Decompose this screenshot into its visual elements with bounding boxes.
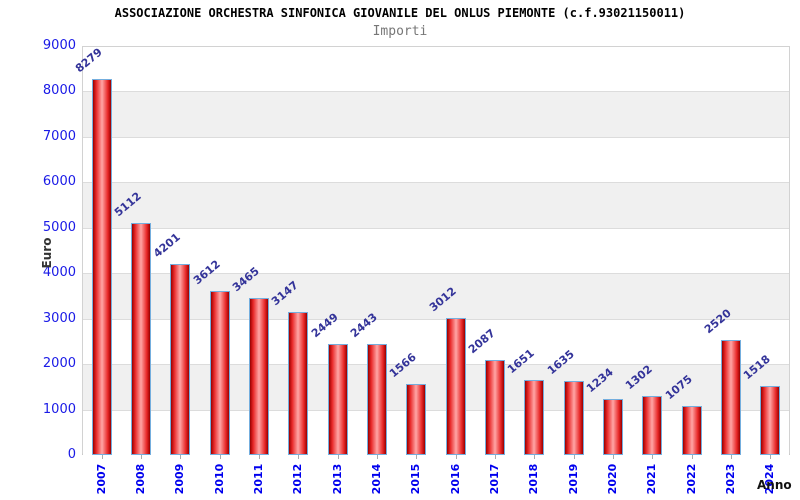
- y-tick-label: 6000: [42, 174, 76, 190]
- x-tick-mark: [219, 455, 221, 459]
- y-axis-title: Euro: [40, 237, 54, 269]
- bar: [170, 264, 191, 455]
- y-tick-label: 3000: [42, 310, 76, 326]
- x-tick-label: 2018: [527, 463, 541, 495]
- bar: [327, 343, 348, 455]
- bar: [209, 290, 230, 455]
- plot-band: [83, 319, 789, 366]
- bar: [642, 395, 663, 455]
- bar: [563, 380, 584, 455]
- x-tick-mark: [377, 455, 378, 459]
- bar: [485, 360, 505, 455]
- plot-area: [82, 46, 790, 456]
- gridline: [83, 182, 789, 184]
- x-tick-mark: [298, 455, 300, 459]
- x-tick-mark: [416, 455, 418, 459]
- x-tick-mark: [573, 455, 575, 459]
- x-tick-mark: [455, 455, 457, 459]
- y-tick-label: 1000: [42, 401, 76, 417]
- x-tick-label: 2007: [94, 463, 108, 495]
- x-tick-mark: [337, 455, 339, 459]
- x-tick-label: 2023: [724, 463, 737, 495]
- x-tick-mark: [180, 455, 182, 459]
- x-tick-label: 2016: [448, 463, 462, 495]
- x-tick-mark: [731, 455, 732, 459]
- bar: [367, 343, 387, 455]
- plot-band: [83, 137, 789, 184]
- x-tick-label: 2011: [252, 463, 265, 495]
- x-tick-mark: [652, 455, 654, 459]
- plot-band: [83, 183, 789, 229]
- y-tick-label: 8000: [42, 83, 76, 99]
- bar: [445, 318, 466, 455]
- y-tick-label: 0: [67, 447, 76, 462]
- plot-band: [83, 410, 789, 456]
- gridline: [83, 136, 789, 138]
- y-tick-label: 2000: [42, 356, 76, 372]
- x-tick-label: 2019: [566, 463, 580, 495]
- x-tick-label: 2021: [645, 463, 659, 495]
- y-tick-label: 9000: [42, 38, 76, 53]
- x-tick-mark: [534, 455, 536, 459]
- x-tick-label: 2015: [409, 463, 423, 495]
- bar: [760, 386, 781, 455]
- gridline: [83, 91, 789, 93]
- gridline: [83, 227, 789, 229]
- plot-band: [83, 365, 789, 411]
- y-tick-label: 5000: [42, 219, 76, 235]
- bar: [406, 383, 427, 455]
- plot-band: [83, 228, 789, 275]
- bar: [524, 379, 545, 455]
- gridline: [83, 318, 789, 320]
- plot-band: [83, 92, 789, 138]
- plot-band: [83, 274, 789, 320]
- bar: [681, 406, 702, 455]
- bar: [131, 222, 151, 455]
- x-axis-title: Anno: [757, 478, 792, 492]
- x-tick-mark: [141, 455, 142, 459]
- y-tick-label: 4000: [42, 265, 76, 281]
- bar: [721, 340, 741, 455]
- bar: [91, 78, 112, 455]
- x-tick-mark: [613, 455, 614, 459]
- x-tick-label: 2010: [212, 463, 226, 495]
- chart-title: ASSOCIAZIONE ORCHESTRA SINFONICA GIOVANI…: [114, 6, 686, 20]
- x-tick-label: 2009: [173, 463, 187, 495]
- bar: [288, 311, 309, 455]
- x-tick-label: 2017: [488, 463, 501, 495]
- y-tick-label: 7000: [42, 128, 76, 144]
- x-tick-mark: [691, 455, 693, 459]
- x-tick-label: 2012: [291, 463, 305, 495]
- x-tick-label: 2022: [684, 463, 698, 495]
- x-tick-mark: [101, 455, 103, 459]
- x-tick-label: 2013: [330, 463, 344, 495]
- x-tick-mark: [495, 455, 496, 459]
- gridline: [83, 364, 789, 366]
- x-tick-label: 2014: [370, 463, 383, 495]
- x-tick-mark: [770, 455, 772, 459]
- x-tick-label: 2020: [606, 463, 619, 495]
- x-tick-label: 2008: [134, 463, 147, 495]
- bar: [603, 398, 623, 455]
- x-tick-mark: [259, 455, 260, 459]
- gridline: [83, 273, 789, 275]
- bar: [249, 297, 269, 455]
- chart-subtitle: Importi: [372, 24, 428, 39]
- gridline: [83, 409, 789, 411]
- plot-band: [83, 47, 789, 93]
